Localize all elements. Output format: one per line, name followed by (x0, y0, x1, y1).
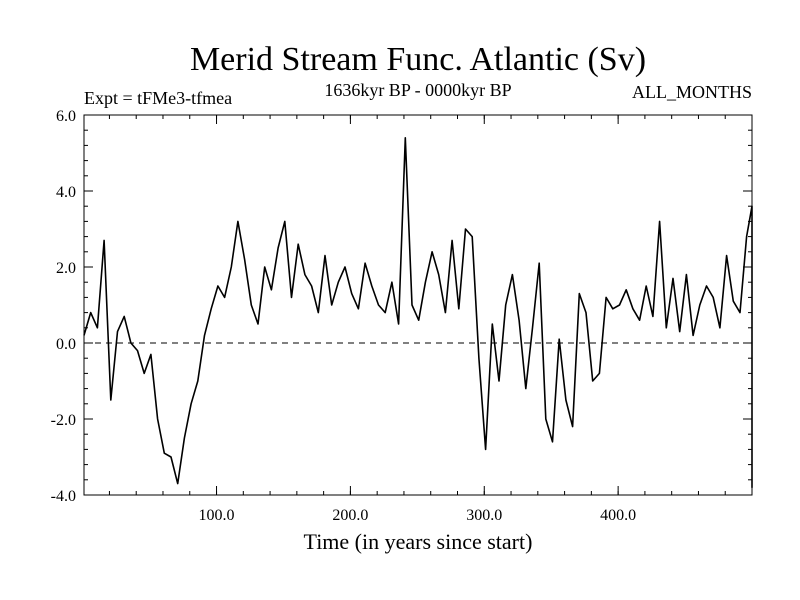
x-tick-label: 200.0 (332, 507, 368, 524)
x-tick-label: 100.0 (199, 507, 235, 524)
experiment-label: Expt = tFMe3-tfmea (84, 88, 232, 108)
months-label: ALL_MONTHS (632, 82, 752, 102)
y-tick-label: 0.0 (56, 336, 76, 353)
chart-title: Merid Stream Func. Atlantic (Sv) (190, 41, 646, 78)
y-tick-label: 2.0 (56, 260, 76, 277)
x-axis-label: Time (in years since start) (304, 529, 533, 554)
x-tick-label: 400.0 (600, 507, 636, 524)
y-tick-label: -4.0 (51, 488, 76, 505)
x-tick-label: 300.0 (466, 507, 502, 524)
series-line (83, 137, 753, 489)
period-label: 1636kyr BP - 0000kyr BP (324, 80, 511, 100)
plot-area: -4.0 -2.0 0.0 2.0 4.0 6.0 100.0 200.0 300.0 400.0 (51, 108, 753, 524)
y-tick-label: 6.0 (56, 108, 76, 125)
y-tick-label: -2.0 (51, 412, 76, 429)
y-tick-label: 4.0 (56, 184, 76, 201)
